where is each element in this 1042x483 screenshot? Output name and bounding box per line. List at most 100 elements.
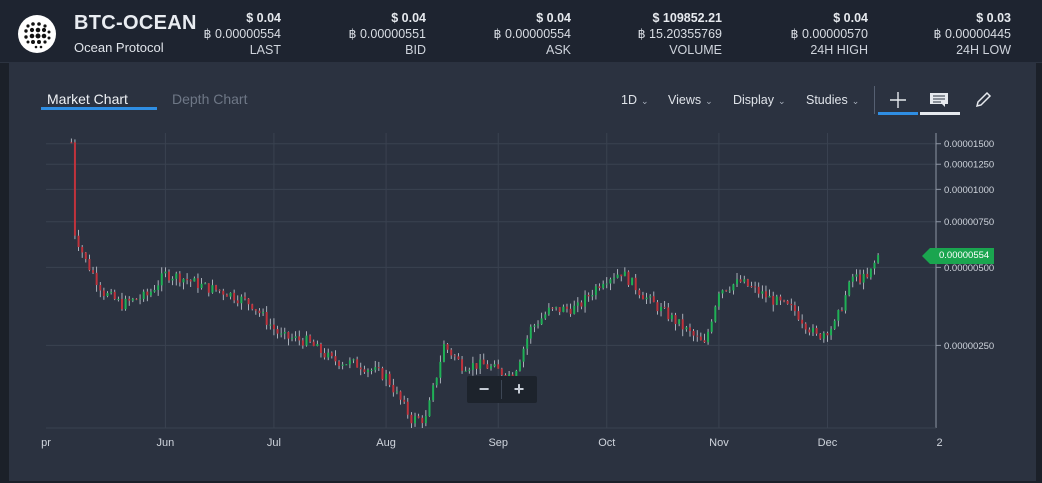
candle-body bbox=[518, 361, 521, 371]
candle-body bbox=[594, 286, 597, 296]
candle-body bbox=[193, 278, 196, 282]
candle-body bbox=[526, 338, 529, 349]
candle-body bbox=[421, 417, 424, 424]
candle-body bbox=[319, 343, 322, 353]
candle-body bbox=[764, 291, 767, 298]
candle-body bbox=[272, 324, 275, 330]
candle-body bbox=[631, 277, 634, 286]
candle-body bbox=[175, 273, 178, 279]
logo-dot bbox=[35, 33, 41, 39]
candle-body bbox=[356, 359, 359, 368]
candle-body bbox=[699, 336, 702, 341]
candle-body bbox=[186, 278, 189, 281]
candle-body bbox=[240, 296, 243, 304]
candle-body bbox=[128, 298, 131, 301]
annotation-button[interactable] bbox=[920, 87, 958, 113]
candle-body bbox=[793, 305, 796, 312]
candle-body bbox=[229, 292, 232, 297]
stat-btc: ฿ 0.00000570 bbox=[790, 27, 868, 41]
logo-dot bbox=[41, 27, 47, 33]
candle-body bbox=[844, 295, 847, 311]
candle-body bbox=[385, 373, 388, 380]
candle-body bbox=[117, 298, 120, 300]
views-dropdown[interactable]: Views ⌄ bbox=[668, 93, 713, 107]
chevron-down-icon: ⌄ bbox=[705, 96, 713, 106]
toolbar-divider bbox=[874, 86, 875, 114]
candle-body bbox=[750, 286, 753, 288]
candle-body bbox=[645, 297, 648, 300]
candle-body bbox=[414, 416, 417, 424]
candle-body bbox=[442, 344, 445, 362]
stat-label: 24H HIGH bbox=[810, 43, 868, 57]
candle-body bbox=[717, 293, 720, 307]
candle-body bbox=[236, 300, 239, 304]
tab-depth-chart[interactable]: Depth Chart bbox=[172, 91, 248, 107]
candle-body bbox=[877, 255, 880, 263]
candle-body bbox=[768, 295, 771, 298]
y-tick-label: 0.00001250 bbox=[944, 160, 994, 171]
display-dropdown[interactable]: Display ⌄ bbox=[733, 93, 786, 107]
candle-body bbox=[591, 295, 594, 297]
candle-body bbox=[381, 368, 384, 380]
candle-body bbox=[565, 306, 568, 309]
candle-body bbox=[515, 370, 518, 381]
candle-body bbox=[142, 291, 145, 299]
studies-dropdown[interactable]: Studies ⌄ bbox=[806, 93, 859, 107]
stat-label: ASK bbox=[545, 43, 571, 57]
candle-body bbox=[815, 327, 818, 334]
candle-body bbox=[450, 349, 453, 356]
candle-body bbox=[761, 291, 764, 294]
candle-body bbox=[403, 399, 406, 402]
stat-24h-high: $ 0.04 ฿ 0.00000570 24H HIGH bbox=[791, 10, 868, 58]
logo-dot bbox=[43, 40, 47, 44]
candle-body bbox=[804, 323, 807, 330]
candle-body bbox=[598, 286, 601, 288]
candle-body bbox=[301, 340, 304, 346]
candle-body bbox=[280, 333, 283, 335]
candle-body bbox=[446, 344, 449, 350]
logo-dot bbox=[37, 40, 41, 44]
candle-body bbox=[544, 314, 547, 319]
tab-market-chart[interactable]: Market Chart bbox=[47, 91, 128, 107]
candle-body bbox=[149, 291, 152, 296]
candle-body bbox=[200, 283, 203, 289]
stat-volume: $ 109852.21 ฿ 15.20355769 VOLUME bbox=[638, 10, 722, 58]
candle-body bbox=[432, 385, 435, 401]
candle-body bbox=[81, 246, 84, 253]
stat-label: LAST bbox=[249, 43, 281, 57]
candle-body bbox=[663, 306, 666, 308]
zoom-out-button[interactable]: − bbox=[478, 379, 490, 399]
crosshair-active-indicator bbox=[878, 112, 918, 115]
candle-body bbox=[688, 327, 691, 332]
candle-body bbox=[822, 333, 825, 339]
interval-label: 1D bbox=[621, 93, 637, 107]
candle-body bbox=[609, 279, 612, 284]
candle-body bbox=[616, 274, 619, 278]
candle-body bbox=[95, 272, 98, 286]
candle-body bbox=[859, 274, 862, 283]
zoom-in-button[interactable]: + bbox=[513, 379, 525, 399]
candle-body bbox=[70, 142, 73, 144]
stat-24h-low: $ 0.03 ฿ 0.00000445 24H LOW bbox=[934, 10, 1011, 58]
candle-body bbox=[323, 352, 326, 358]
stat-bid: $ 0.04 ฿ 0.00000551 BID bbox=[349, 10, 426, 58]
candle-body bbox=[464, 370, 467, 372]
candle-body bbox=[377, 367, 380, 369]
logo-dot bbox=[37, 22, 41, 26]
candle-body bbox=[338, 361, 341, 366]
candle-body bbox=[399, 391, 402, 400]
candle-body bbox=[685, 327, 688, 330]
draw-button[interactable] bbox=[964, 87, 1002, 113]
candle-body bbox=[84, 252, 87, 260]
candle-body bbox=[457, 356, 460, 360]
candle-body bbox=[243, 296, 246, 299]
candle-body bbox=[862, 273, 865, 283]
candle-body bbox=[555, 307, 558, 309]
candle-body bbox=[775, 296, 778, 305]
candle-body bbox=[866, 273, 869, 278]
candle-body bbox=[855, 274, 858, 277]
candle-body bbox=[305, 335, 308, 346]
interval-dropdown[interactable]: 1D ⌄ bbox=[621, 93, 649, 107]
crosshair-button[interactable] bbox=[879, 87, 917, 113]
